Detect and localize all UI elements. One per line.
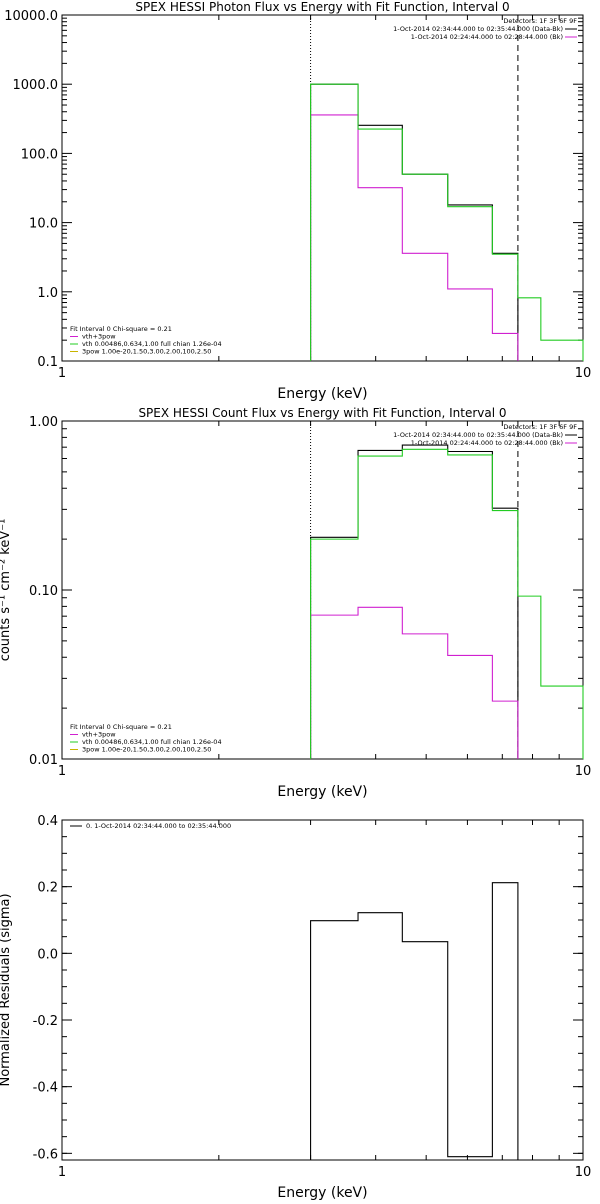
series-line-2: [310, 114, 519, 361]
legend-entry: 3pow 1.00e-20,1.50,3.00,2.00,100,2.50: [82, 746, 211, 754]
y-axis-label: Normalized Residuals (sigma): [0, 893, 13, 1086]
series-line-1: [310, 444, 519, 759]
y-tick-label: -0.4: [33, 1081, 58, 1096]
y-tick-label: 0.0: [37, 947, 58, 962]
series-line-1: [310, 83, 519, 361]
y-tick-label: 10.0: [29, 217, 58, 232]
legend-entry: Fit Interval 0 Chi-square = 0.21: [70, 325, 172, 333]
y-tick-label: -0.2: [33, 1014, 58, 1029]
plot-frame: [61, 14, 584, 362]
x-tick-label: 1: [58, 764, 66, 779]
plot-frame: [61, 819, 584, 1161]
series-line-1: [310, 882, 519, 1160]
legend-entry: Detectors: 1F 3F 6F 9F: [503, 423, 577, 431]
y-tick-label: 1.0: [37, 286, 58, 301]
chart-panel-2: SPEX HESSI Count Flux vs Energy with Fit…: [0, 406, 591, 800]
legend-entry: 3pow 1.00e-20,1.50,3.00,2.00,100,2.50: [82, 348, 211, 356]
chart-panel-3: 1 10 -0.6 -0.4 -0.2 0.0 0.2 0.4 Energy (keV) Norm…: [0, 814, 592, 1201]
legend-entry: vth+3pow: [82, 333, 116, 341]
y-tick-label: 0.01: [29, 753, 58, 768]
legend-entry: Detectors: 1F 3F 6F 9F: [503, 17, 577, 25]
series-line-3: [310, 448, 584, 759]
plot-frame: [61, 420, 584, 760]
y-tick-label: 10000.0: [4, 9, 58, 24]
x-axis-label: Energy (keV): [277, 1185, 367, 1200]
y-tick-label: 0.4: [37, 814, 58, 829]
y-tick-label: -0.6: [33, 1147, 58, 1162]
legend-entry: vth 0.00486,0.634,1.00 full chian 1.26e-…: [82, 738, 222, 746]
legend-entry: Fit Interval 0 Chi-square = 0.21: [70, 723, 172, 731]
chart-title: SPEX HESSI Photon Flux vs Energy with Fi…: [135, 0, 509, 14]
legend-entry: 1-Oct-2014 02:24:44.000 to 02:28:44.000 …: [411, 33, 563, 41]
x-tick-label: 10: [575, 764, 592, 779]
legend-entry: 1-Oct-2014 02:24:44.000 to 02:28:44.000 …: [411, 439, 563, 447]
legend-entry: vth+3pow: [82, 731, 116, 739]
series-line-2: [310, 606, 519, 759]
y-tick-label: 0.10: [29, 584, 58, 599]
y-tick-label: 1000.0: [13, 78, 59, 93]
chart-title: SPEX HESSI Count Flux vs Energy with Fit…: [138, 406, 506, 420]
y-tick-label: 0.2: [37, 881, 58, 896]
legend-entry: 0. 1-Oct-2014 02:34:44.000 to 02:35:44.0…: [86, 822, 231, 830]
series-line-3: [310, 83, 584, 361]
x-axis-label: Energy (keV): [277, 386, 367, 402]
legend-entry: vth 0.00486,0.634,1.00 full chian 1.26e-…: [82, 340, 222, 348]
x-tick-label: 10: [575, 1165, 592, 1180]
chart-panel-1: SPEX HESSI Photon Flux vs Energy with Fi…: [4, 0, 591, 402]
x-tick-label: 10: [575, 366, 592, 381]
x-axis-label: Energy (keV): [277, 784, 367, 800]
y-axis-label: counts s⁻¹ cm⁻² keV⁻¹: [0, 519, 13, 662]
legend-entry: 1-Oct-2014 02:34:44.000 to 02:35:44.000 …: [393, 25, 563, 33]
y-tick-label: 1.00: [29, 415, 58, 430]
y-tick-label: 0.1: [37, 355, 58, 370]
x-tick-label: 1: [58, 1165, 66, 1180]
legend-entry: 1-Oct-2014 02:34:44.000 to 02:35:44.000 …: [393, 431, 563, 439]
x-tick-label: 1: [58, 366, 66, 381]
y-tick-label: 100.0: [21, 147, 58, 162]
